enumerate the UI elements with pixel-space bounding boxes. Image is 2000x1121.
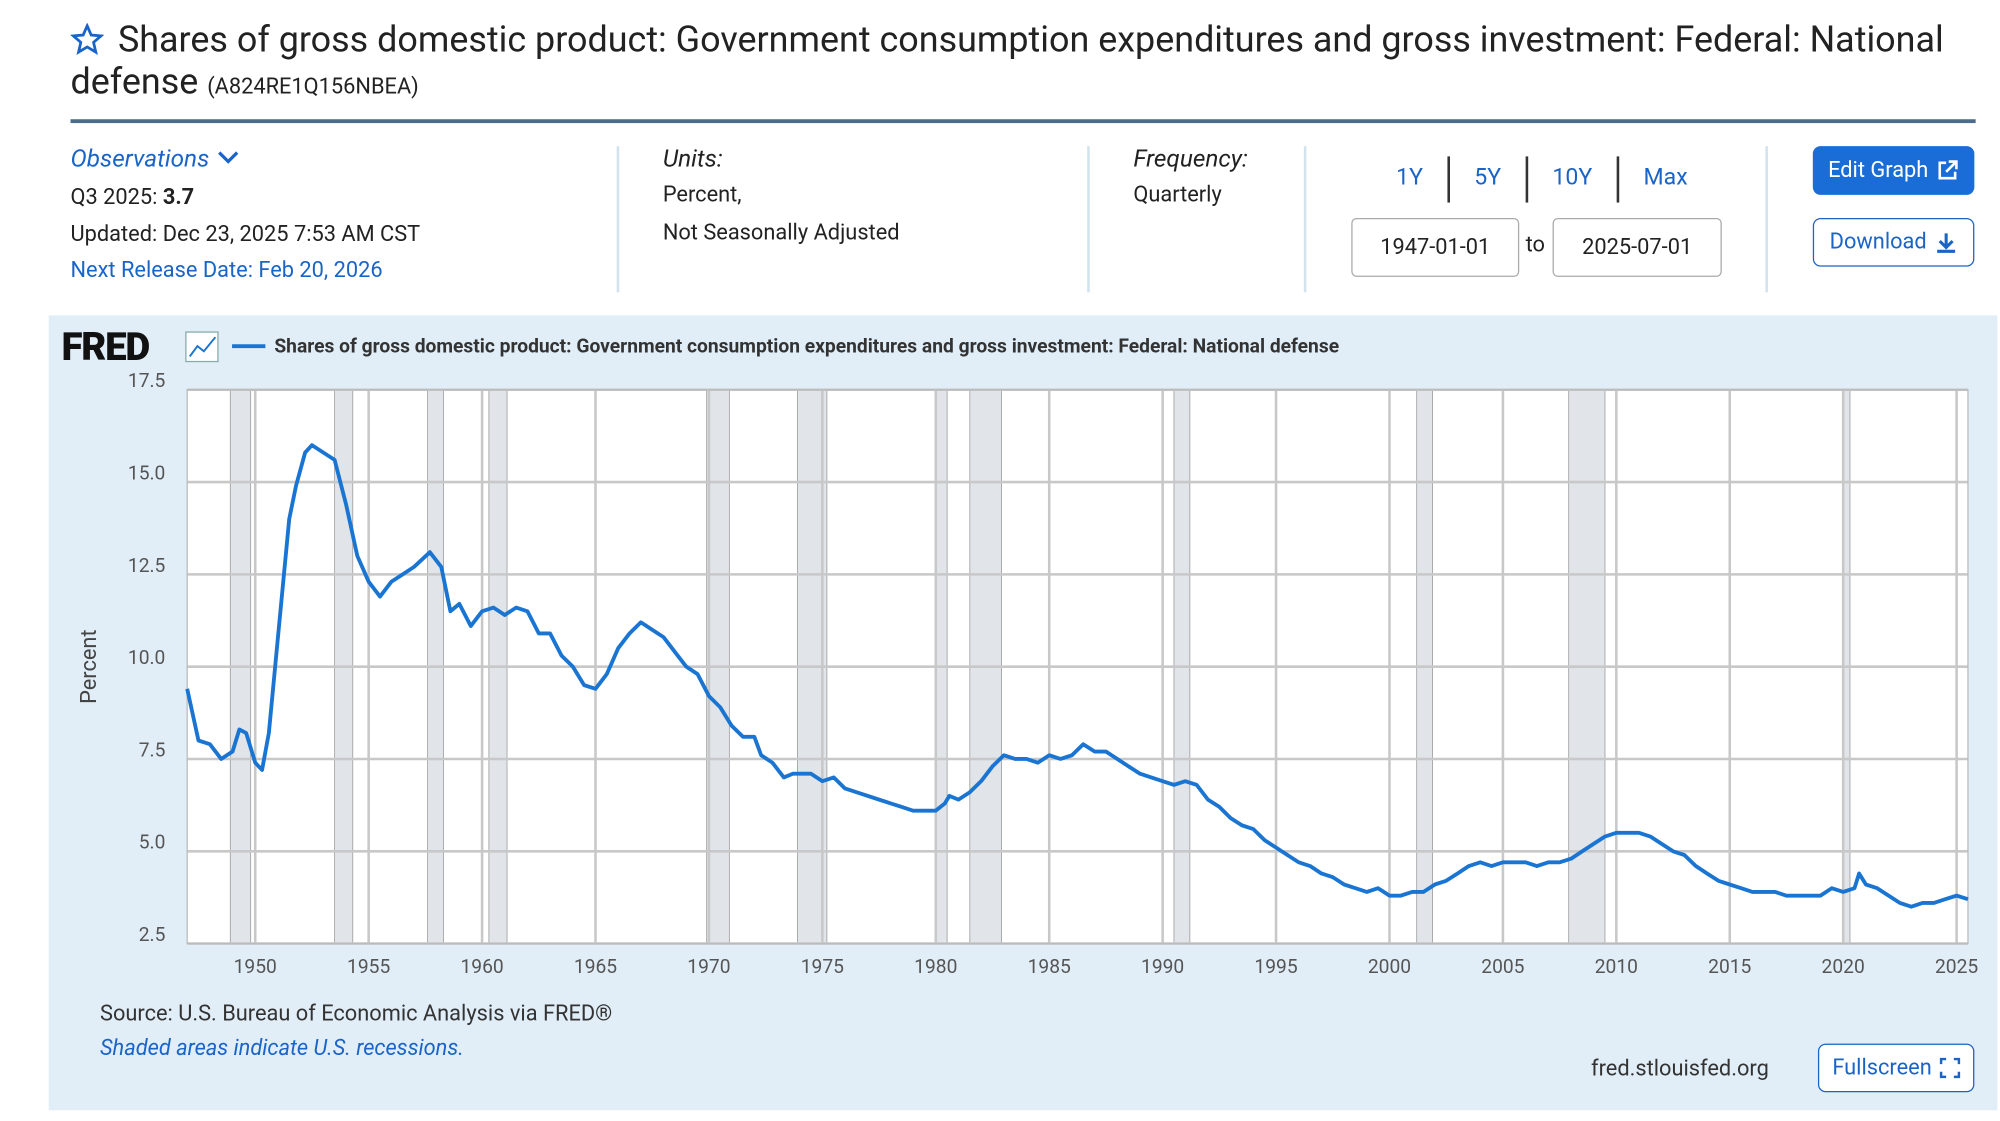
frequency: Quarterly [1133,182,1222,208]
x-tick-label: 1960 [460,955,503,978]
separator [1087,146,1090,293]
x-tick-label: 2015 [1708,955,1751,978]
x-tick-label: 1950 [234,955,277,978]
y-tick-label: 5.0 [139,831,166,854]
series-title: Shares of gross domestic product: Govern… [70,17,1944,103]
separator [1765,146,1768,293]
x-tick-label: 2020 [1822,955,1865,978]
observations-toggle[interactable]: Observations [71,144,241,173]
title-block: Shares of gross domestic product: Govern… [71,18,1956,109]
latest-label: Q3 2025: [70,184,158,211]
y-tick-label: 7.5 [139,738,166,761]
fullscreen-button[interactable]: Fullscreen [1817,1043,1975,1093]
end-date[interactable]: 2025-07-01 [1552,217,1722,277]
next-release[interactable]: Next Release Date: Feb 20, 2026 [70,257,383,284]
range-button[interactable]: 5Y [1447,156,1525,203]
latest-observation: Q3 2025: 3.7 [71,185,195,211]
y-tick-label: 10.0 [128,646,165,669]
separator [1303,146,1307,293]
y-tick-label: 15.0 [128,461,165,484]
recession-note: Shaded areas indicate U.S. recessions. [99,1035,464,1062]
fullscreen-label: Fullscreen [1832,1055,1932,1081]
series-line [185,443,1969,909]
to-label: to [1525,232,1545,258]
x-tick-label: 1995 [1254,955,1297,978]
y-tick-label: 17.5 [128,369,166,392]
range-button[interactable]: 10Y [1525,156,1616,203]
units-label: Units: [662,143,723,174]
edit-graph-button[interactable]: Edit Graph [1812,146,1975,195]
x-tick-label: 1990 [1141,955,1184,978]
x-tick-label: 2000 [1368,955,1411,978]
series-id: (A824RE1Q156NBEA) [207,74,419,100]
units-1: Percent, [662,182,742,208]
x-tick-label: 2025 [1935,955,1978,978]
plot-border [186,389,1969,945]
x-tick-label: 1980 [914,955,957,978]
download-button[interactable]: Download [1812,217,1975,267]
x-tick-label: 2005 [1481,955,1524,978]
logo-icon-line [188,336,217,357]
logo-icon [185,331,219,363]
range-buttons: 1Y 5Y 10Y Max [1372,156,1712,203]
header-rule [70,119,1976,124]
observations-label: Observations [70,143,210,174]
x-tick-label: 2010 [1595,955,1638,978]
x-tick-label: 1955 [347,955,390,978]
separator [616,146,620,293]
legend-label: Shares of gross domestic product: Govern… [274,335,1339,358]
y-tick-label: 12.5 [128,554,166,577]
range-button[interactable]: Max [1616,156,1712,203]
start-date[interactable]: 1947-01-01 [1351,217,1520,277]
x-tick-label: 1970 [687,955,730,978]
favorite-star[interactable] [70,23,104,56]
y-axis-label: Percent [77,629,102,703]
range-button[interactable]: 1Y [1396,164,1423,192]
fred-logo: FRED [62,325,150,370]
x-tick-label: 1965 [574,955,617,978]
units-2: Not Seasonally Adjusted [662,220,900,247]
x-tick-label: 1985 [1028,955,1071,978]
download-label: Download [1829,229,1927,256]
y-tick-label: 2.5 [139,923,166,946]
frequency-label: Frequency: [1133,143,1248,174]
latest-value: 3.7 [162,184,195,211]
edit-graph-label: Edit Graph [1828,157,1929,184]
x-tick-label: 1975 [801,955,844,978]
updated: Updated: Dec 23, 2025 7:53 AM CST [70,221,421,248]
source: Source: U.S. Bureau of Economic Analysis… [99,1001,613,1027]
site-url: fred.stlouisfed.org [1591,1056,1769,1083]
